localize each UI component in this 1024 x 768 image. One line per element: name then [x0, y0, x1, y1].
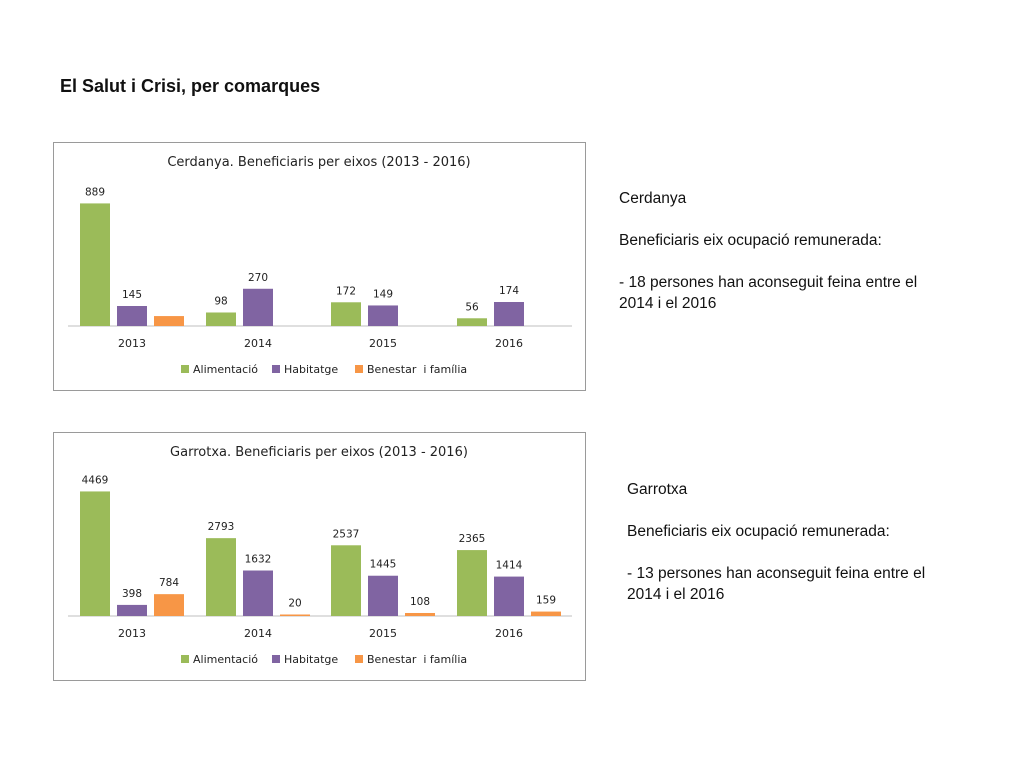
cerdanya-bar-alimentacio-2014 — [206, 312, 236, 326]
cerdanya-tick-label-2016: 2016 — [495, 337, 523, 350]
cerdanya-bar-habitatge-2016 — [494, 302, 524, 326]
cerdanya-data-label: 98 — [214, 295, 227, 307]
cerdanya-bar-chart: Cerdanya. Beneficiaris per eixos (2013 -… — [68, 155, 572, 376]
garrotxa-bar-chart: Garrotxa. Beneficiaris per eixos (2013 -… — [68, 445, 572, 666]
cerdanya-data-label: 149 — [373, 288, 393, 300]
cerdanya-legend-label-alimentacio: Alimentació — [193, 363, 258, 376]
cerdanya-data-label: 174 — [499, 285, 519, 297]
cerdanya-bar-alimentacio-2016 — [457, 318, 487, 326]
garrotxa-data-label: 1632 — [245, 554, 272, 566]
note-line: - 13 persones han aconseguit feina entre… — [627, 565, 926, 582]
garrotxa-data-label: 108 — [410, 596, 430, 608]
garrotxa-chart-title: Garrotxa. Beneficiaris per eixos (2013 -… — [170, 445, 468, 460]
garrotxa-tick-label-2013: 2013 — [118, 627, 146, 640]
cerdanya-data-label: 270 — [248, 272, 268, 284]
garrotxa-bar-habitatge-2016 — [494, 576, 524, 616]
garrotxa-bar-benestar-2014 — [280, 614, 310, 616]
garrotxa-bar-benestar-2015 — [405, 612, 435, 616]
cerdanya-bar-habitatge-2013 — [117, 306, 147, 326]
garrotxa-data-label: 20 — [288, 598, 301, 610]
garrotxa-note: Garrotxa Beneficiaris eix ocupació remun… — [627, 479, 987, 605]
garrotxa-bar-benestar-2013 — [154, 594, 184, 616]
garrotxa-legend-label-habitatge: Habitatge — [284, 653, 338, 666]
garrotxa-bar-habitatge-2014 — [243, 570, 273, 616]
garrotxa-chart: Garrotxa. Beneficiaris per eixos (2013 -… — [53, 432, 586, 681]
garrotxa-bar-alimentacio-2016 — [457, 550, 487, 616]
garrotxa-data-label: 1445 — [370, 559, 397, 571]
cerdanya-legend-swatch-alimentacio — [181, 365, 189, 373]
garrotxa-bar-habitatge-2013 — [117, 604, 147, 616]
garrotxa-bar-habitatge-2015 — [368, 575, 398, 616]
garrotxa-legend-swatch-habitatge — [272, 655, 280, 663]
garrotxa-tick-label-2014: 2014 — [244, 627, 272, 640]
garrotxa-data-label: 784 — [159, 577, 179, 589]
note-region: Cerdanya — [619, 190, 687, 207]
garrotxa-data-label: 2365 — [459, 533, 486, 545]
garrotxa-data-label: 4469 — [82, 474, 109, 486]
cerdanya-chart-title: Cerdanya. Beneficiaris per eixos (2013 -… — [167, 155, 470, 170]
garrotxa-data-label: 1414 — [496, 560, 523, 572]
cerdanya-tick-label-2014: 2014 — [244, 337, 272, 350]
note-line: 2014 i el 2016 — [619, 295, 717, 312]
cerdanya-legend-swatch-benestar — [355, 365, 363, 373]
garrotxa-data-label: 2537 — [333, 528, 360, 540]
cerdanya-chart: Cerdanya. Beneficiaris per eixos (2013 -… — [53, 142, 586, 391]
cerdanya-data-label: 145 — [122, 289, 142, 301]
garrotxa-bar-alimentacio-2015 — [331, 545, 361, 616]
garrotxa-tick-label-2016: 2016 — [495, 627, 523, 640]
garrotxa-legend-label-benestar: Benestar i família — [367, 653, 467, 666]
garrotxa-legend-swatch-alimentacio — [181, 655, 189, 663]
garrotxa-data-label: 159 — [536, 595, 556, 607]
garrotxa-bar-alimentacio-2013 — [80, 491, 110, 616]
garrotxa-bar-benestar-2016 — [531, 611, 561, 616]
cerdanya-bar-habitatge-2014 — [243, 288, 273, 326]
cerdanya-data-label: 56 — [465, 301, 479, 313]
garrotxa-legend-swatch-benestar — [355, 655, 363, 663]
cerdanya-data-label: 172 — [336, 285, 356, 297]
cerdanya-note: Cerdanya Beneficiaris eix ocupació remun… — [619, 188, 979, 314]
garrotxa-data-label: 398 — [122, 588, 142, 600]
cerdanya-bar-habitatge-2015 — [368, 305, 398, 326]
note-heading: Beneficiaris eix ocupació remunerada: — [619, 232, 882, 249]
cerdanya-bar-alimentacio-2015 — [331, 302, 361, 326]
note-region: Garrotxa — [627, 481, 688, 498]
cerdanya-tick-label-2015: 2015 — [369, 337, 397, 350]
cerdanya-bar-alimentacio-2013 — [80, 203, 110, 326]
cerdanya-legend-label-benestar: Benestar i família — [367, 363, 467, 376]
note-line: - 18 persones han aconseguit feina entre… — [619, 274, 918, 291]
cerdanya-tick-label-2013: 2013 — [118, 337, 146, 350]
garrotxa-legend-label-alimentacio: Alimentació — [193, 653, 258, 666]
garrotxa-tick-label-2015: 2015 — [369, 627, 397, 640]
garrotxa-bar-alimentacio-2014 — [206, 538, 236, 616]
page-title: El Salut i Crisi, per comarques — [60, 76, 321, 96]
cerdanya-bar-benestar-2013 — [154, 316, 184, 326]
cerdanya-data-label: 889 — [85, 186, 105, 198]
note-line: 2014 i el 2016 — [627, 586, 725, 603]
cerdanya-legend-label-habitatge: Habitatge — [284, 363, 338, 376]
garrotxa-data-label: 2793 — [208, 521, 235, 533]
cerdanya-legend-swatch-habitatge — [272, 365, 280, 373]
note-heading: Beneficiaris eix ocupació remunerada: — [627, 523, 890, 540]
